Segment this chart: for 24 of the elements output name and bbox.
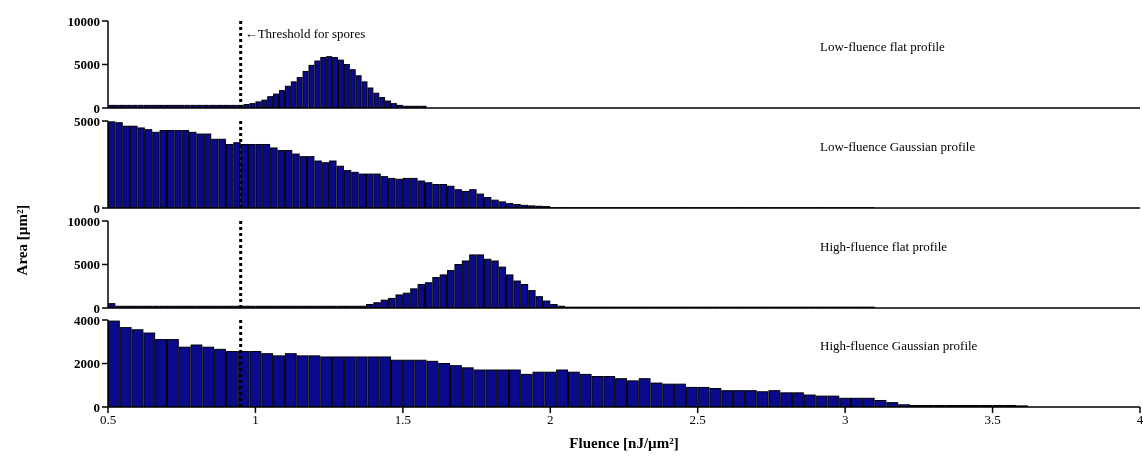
y-axis-title: Area [µm²]	[13, 204, 31, 276]
y-tick-label: 2000	[74, 356, 100, 372]
x-tick-label: 0.5	[99, 412, 117, 428]
x-tick-label: 2	[547, 412, 554, 428]
annotation: High-fluence flat profile	[820, 239, 948, 255]
y-tick-label: 5000	[74, 113, 100, 129]
x-tick-label: 2.5	[689, 412, 706, 428]
y-tick-label: 5000	[74, 57, 100, 73]
y-tick-label: 0	[93, 100, 100, 116]
y-tick-label: 5000	[74, 257, 100, 273]
x-tick-label: 3.5	[984, 412, 1001, 428]
annotation: Low-fluence flat profile	[820, 39, 945, 55]
annotation: High-fluence Gaussian profile	[820, 338, 978, 354]
annotation: ←Threshold for spores	[244, 26, 366, 43]
y-tick-label: 10000	[67, 213, 100, 229]
y-tick-label: 0	[93, 200, 100, 216]
x-axis-title: Fluence [nJ/µm²]	[568, 435, 680, 452]
y-tick-label: 10000	[67, 13, 100, 29]
x-tick-label: 1	[252, 412, 259, 428]
annotation: Low-fluence Gaussian profile	[820, 139, 976, 155]
y-tick-label: 0	[93, 399, 100, 415]
x-tick-label: 3	[841, 412, 849, 428]
x-tick-label: 1.5	[394, 412, 411, 428]
x-tick-label: 4	[1136, 412, 1143, 428]
